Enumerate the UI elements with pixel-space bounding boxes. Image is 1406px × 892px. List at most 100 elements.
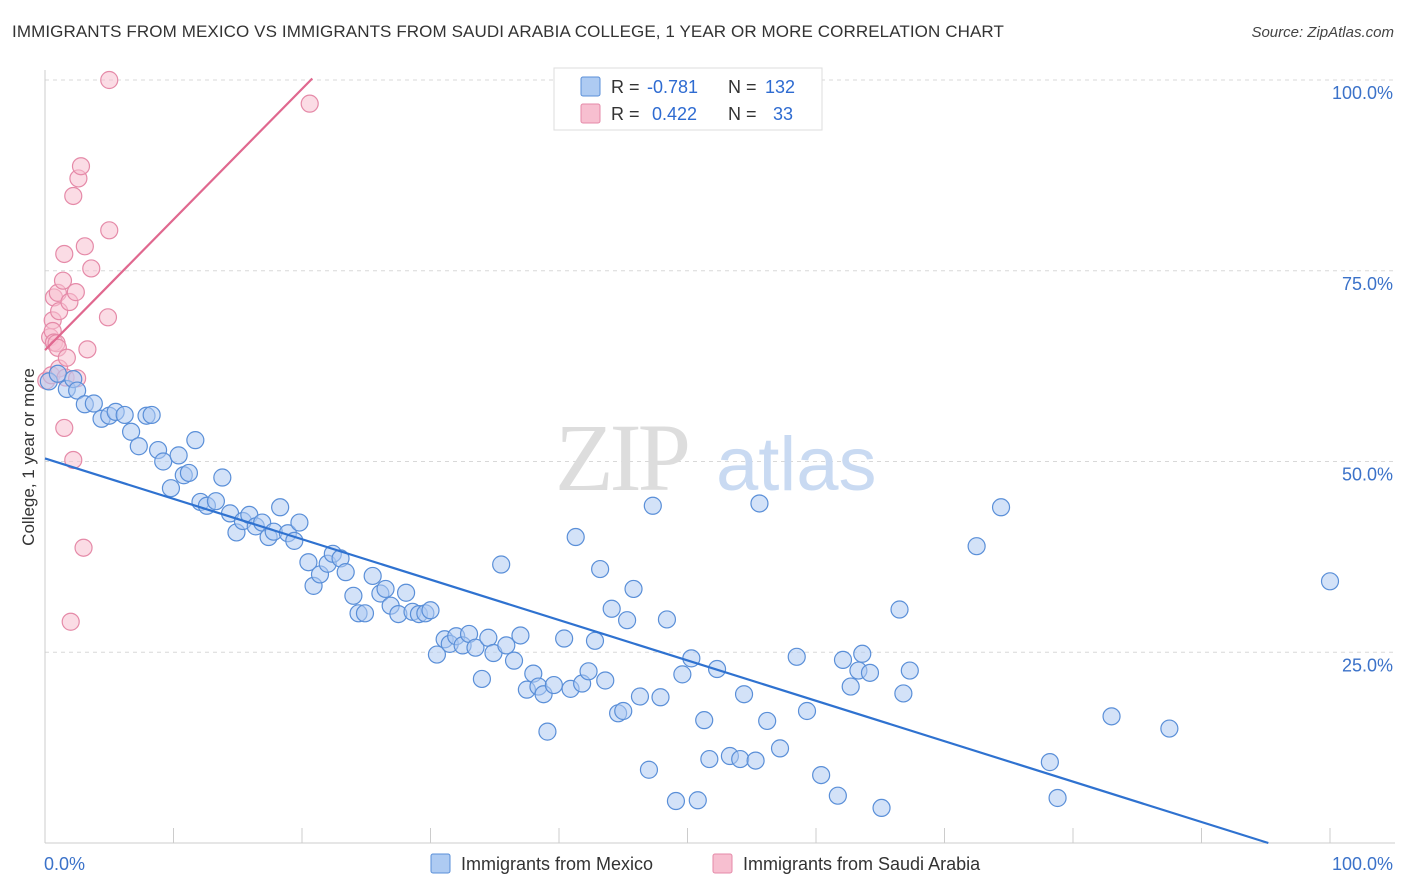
bottom-legend-label-saudi: Immigrants from Saudi Arabia <box>743 854 981 874</box>
watermark: ZIP atlas <box>555 404 877 511</box>
mexico-point <box>504 651 524 670</box>
mexico-point <box>48 364 67 383</box>
saudi-point <box>55 244 74 264</box>
legend-n-value-saudi: 33 <box>773 104 793 124</box>
mexico-point <box>84 394 103 413</box>
mexico-point <box>479 628 498 647</box>
saudi-trend-line <box>44 77 314 351</box>
axes <box>44 70 1395 844</box>
mexico-point <box>643 496 662 515</box>
y-tick-label: 25.0% <box>1342 655 1393 675</box>
mexico-point <box>161 479 181 498</box>
saudi-point <box>100 221 119 240</box>
saudi-point <box>64 186 83 206</box>
saudi-point <box>53 271 73 290</box>
mexico-point <box>68 381 87 400</box>
mexico-point <box>363 566 382 586</box>
mexico-point <box>1102 707 1121 726</box>
mexico-point <box>154 452 173 471</box>
mexico-point <box>1048 788 1067 808</box>
legend-r-value-saudi: 0.422 <box>652 104 697 124</box>
mexico-point <box>544 675 563 695</box>
mexico-point <box>860 663 880 682</box>
mexico-point <box>585 631 605 650</box>
mexico-point <box>129 437 148 456</box>
mexico-point <box>271 498 290 517</box>
mexico-point <box>1040 753 1059 772</box>
legend-swatch-mexico <box>580 76 601 97</box>
mexico-point <box>427 645 447 664</box>
mexico-point <box>206 492 226 511</box>
mexico-point <box>731 749 750 769</box>
mexico-point <box>828 786 847 805</box>
mexico-point <box>336 563 355 582</box>
saudi-point <box>66 283 85 302</box>
mexico-point <box>555 629 574 648</box>
mexico-point <box>639 760 659 779</box>
mexico-point <box>700 749 719 769</box>
mexico-point <box>466 638 485 657</box>
bottom-legend-swatch-saudi <box>712 853 733 874</box>
mexico-point <box>651 688 670 707</box>
saudi-point <box>57 348 76 367</box>
saudi-point <box>82 259 101 278</box>
mexico-point <box>833 650 853 669</box>
saudi-point <box>98 308 118 327</box>
y-axis-tick-labels: 25.0% 50.0% 75.0% 100.0% <box>1332 83 1393 675</box>
y-tick-label: 100.0% <box>1332 83 1393 103</box>
bottom-legend-swatch-mexico <box>430 853 451 874</box>
mexico-point <box>376 579 395 599</box>
saudi-point <box>74 538 93 557</box>
mexico-point <box>511 626 530 645</box>
mexico-point <box>746 751 765 770</box>
legend-n-label-mexico: N = <box>728 77 757 97</box>
mexico-point <box>770 739 790 758</box>
mexico-point <box>355 604 375 623</box>
mexico-point <box>1160 719 1179 738</box>
mexico-point <box>121 422 141 441</box>
mexico-series <box>39 364 1340 818</box>
mexico-point <box>812 765 831 785</box>
mexico-point <box>624 579 643 599</box>
legend-r-label-saudi: R = <box>611 104 640 124</box>
mexico-point <box>853 644 872 663</box>
mexico-point <box>630 687 650 706</box>
mexico-point <box>657 610 677 629</box>
trend-lines <box>44 77 1269 845</box>
mexico-point <box>900 661 919 680</box>
mexico-point <box>492 555 511 574</box>
saudi-series <box>37 70 319 631</box>
mexico-point <box>472 669 491 689</box>
saudi-point <box>55 418 74 438</box>
mexico-point <box>967 537 986 556</box>
mexico-point <box>695 711 714 730</box>
mexico-point <box>579 662 598 681</box>
legend: R = -0.781 N = 132 R = 0.422 N = 33 <box>553 67 823 131</box>
mexico-point <box>618 611 637 630</box>
mexico-point <box>734 685 754 704</box>
mexico-point <box>614 701 633 721</box>
mexico-point <box>890 600 909 619</box>
mexico-point <box>688 791 707 810</box>
mexico-point <box>591 559 610 579</box>
legend-swatch-saudi <box>580 103 601 124</box>
mexico-point <box>596 671 615 690</box>
source-label: Source: ZipAtlas.com <box>1251 24 1394 41</box>
mexico-point <box>396 583 416 602</box>
mexico-point <box>497 636 516 655</box>
bottom-legend-label-mexico: Immigrants from Mexico <box>461 854 653 874</box>
chart-title: IMMIGRANTS FROM MEXICO VS IMMIGRANTS FRO… <box>12 22 1004 41</box>
mexico-point <box>115 405 134 425</box>
y-axis-label: College, 1 year or more <box>19 368 38 546</box>
mexico-point <box>991 498 1011 517</box>
mexico-point <box>894 684 913 703</box>
mexico-point <box>566 527 585 547</box>
mexico-trend-line <box>44 457 1269 845</box>
watermark-atlas: atlas <box>716 422 877 507</box>
legend-r-value-mexico: -0.781 <box>647 77 698 97</box>
mexico-point <box>179 463 199 483</box>
mexico-point <box>1320 572 1340 591</box>
mexico-point <box>344 586 363 605</box>
mexico-point <box>841 677 860 696</box>
mexico-point <box>673 665 692 684</box>
